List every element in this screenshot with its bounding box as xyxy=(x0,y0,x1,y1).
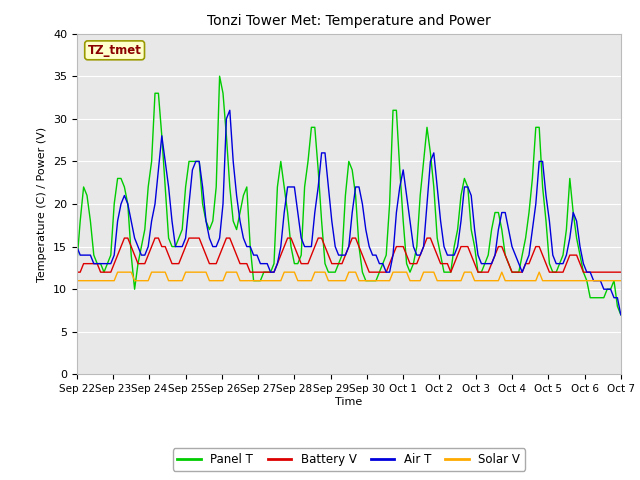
X-axis label: Time: Time xyxy=(335,397,362,407)
Text: TZ_tmet: TZ_tmet xyxy=(88,44,141,57)
Title: Tonzi Tower Met: Temperature and Power: Tonzi Tower Met: Temperature and Power xyxy=(207,14,491,28)
Y-axis label: Temperature (C) / Power (V): Temperature (C) / Power (V) xyxy=(37,126,47,282)
Legend: Panel T, Battery V, Air T, Solar V: Panel T, Battery V, Air T, Solar V xyxy=(173,448,525,471)
